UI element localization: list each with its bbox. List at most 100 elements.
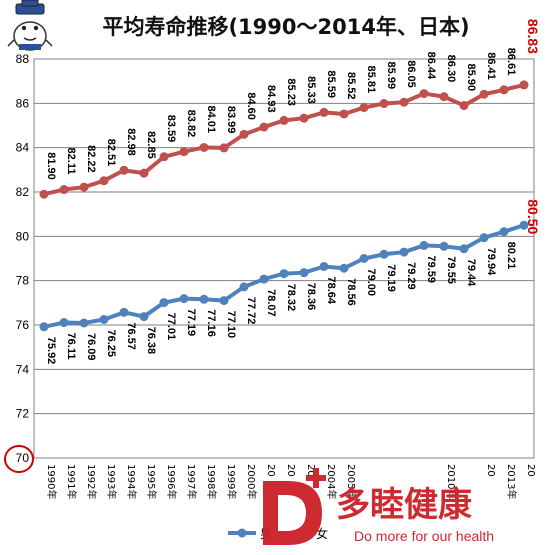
x-tick-label: 20 bbox=[265, 464, 276, 477]
data-point bbox=[359, 103, 369, 113]
data-point bbox=[279, 269, 289, 279]
x-tick-label: 20 bbox=[305, 464, 316, 477]
data-point bbox=[119, 307, 129, 317]
plot-area-border bbox=[33, 58, 535, 459]
data-point bbox=[279, 115, 289, 125]
data-point bbox=[259, 122, 269, 132]
x-tick-label: 1993年 bbox=[105, 464, 118, 499]
data-label: 84.01 bbox=[205, 105, 217, 133]
data-point bbox=[319, 107, 329, 117]
data-point bbox=[419, 240, 429, 250]
legend-male-marker bbox=[237, 528, 247, 538]
data-point bbox=[99, 176, 109, 186]
watermark-logo: 多睦健康 Do more for our health bbox=[263, 468, 494, 545]
data-point bbox=[399, 247, 409, 257]
data-point bbox=[199, 142, 209, 152]
x-tick-label: 1996年 bbox=[165, 464, 178, 499]
data-point bbox=[479, 89, 489, 99]
data-point bbox=[39, 322, 49, 332]
y-tick-label: 84 bbox=[16, 141, 30, 155]
data-label: 77.01 bbox=[165, 313, 177, 341]
data-label: 83.59 bbox=[165, 115, 177, 143]
x-tick-label: 2005年 bbox=[345, 464, 358, 499]
data-label: 86.05 bbox=[405, 60, 417, 88]
data-label: 86.44 bbox=[425, 52, 437, 80]
data-label: 78.07 bbox=[265, 289, 277, 317]
data-point bbox=[319, 261, 329, 271]
data-point bbox=[219, 296, 229, 306]
x-tick-label: 1999年 bbox=[225, 464, 238, 499]
y-tick-label: 82 bbox=[16, 185, 30, 199]
data-label: 77.72 bbox=[245, 297, 257, 325]
x-tick-label: 1990年 bbox=[45, 464, 58, 499]
x-tick-label: 2010年 bbox=[445, 464, 458, 499]
data-label: 82.51 bbox=[105, 139, 117, 167]
watermark-tagline: Do more for our health bbox=[354, 528, 494, 544]
data-label: 79.19 bbox=[385, 264, 397, 292]
data-point bbox=[519, 80, 529, 90]
x-tick-label: 1997年 bbox=[185, 464, 198, 499]
x-tick-label: 1994年 bbox=[125, 464, 138, 499]
data-label: 85.23 bbox=[285, 78, 297, 106]
data-label: 85.90 bbox=[465, 64, 477, 92]
data-point bbox=[419, 89, 429, 99]
data-point bbox=[479, 233, 489, 243]
chart-title: 平均寿命推移(1990～2014年、日本) bbox=[102, 15, 469, 39]
data-label: 82.11 bbox=[65, 148, 77, 175]
data-label: 86.41 bbox=[485, 52, 497, 80]
data-label: 86.30 bbox=[445, 55, 457, 83]
data-label: 82.22 bbox=[85, 145, 97, 173]
y-tick-label: 74 bbox=[16, 362, 30, 376]
data-label: 86.61 bbox=[505, 48, 517, 76]
data-point bbox=[459, 244, 469, 254]
data-label: 79.29 bbox=[405, 262, 417, 290]
data-label: 79.00 bbox=[365, 269, 377, 297]
data-label: 84.93 bbox=[265, 85, 277, 113]
data-point bbox=[179, 147, 189, 157]
y-axis-ticks: 70 72 74 76 78 80 82 84 86 88 bbox=[16, 52, 30, 465]
data-point bbox=[299, 268, 309, 278]
x-tick-label: 1995年 bbox=[145, 464, 158, 499]
data-point bbox=[379, 99, 389, 109]
data-point bbox=[499, 85, 509, 95]
gridlines bbox=[34, 102, 534, 415]
data-label: 85.52 bbox=[345, 72, 357, 100]
x-tick-label: 20 bbox=[485, 464, 496, 477]
data-point bbox=[339, 263, 349, 273]
data-label: 82.85 bbox=[145, 131, 157, 159]
data-point bbox=[299, 113, 309, 123]
y-tick-label: 78 bbox=[16, 274, 30, 288]
data-point bbox=[399, 97, 409, 107]
data-label: 81.90 bbox=[45, 152, 57, 180]
data-label: 80.50 bbox=[525, 199, 541, 234]
d-plus-logo-icon bbox=[263, 468, 326, 545]
data-label: 86.83 bbox=[525, 19, 541, 54]
y-tick-label: 70 bbox=[16, 451, 30, 465]
data-label: 78.32 bbox=[285, 284, 297, 312]
data-label: 77.16 bbox=[205, 309, 217, 337]
x-tick-label: 20 bbox=[285, 464, 296, 477]
data-point bbox=[239, 129, 249, 139]
data-point bbox=[499, 227, 509, 237]
data-point bbox=[179, 294, 189, 304]
legend-female-label: 女 bbox=[316, 526, 328, 541]
data-label: 82.98 bbox=[125, 128, 137, 156]
data-point bbox=[239, 282, 249, 292]
data-point bbox=[59, 185, 69, 195]
data-label: 75.92 bbox=[45, 337, 57, 365]
x-tick-label: 2000年 bbox=[245, 464, 258, 499]
data-point bbox=[159, 152, 169, 162]
data-point bbox=[39, 189, 49, 199]
data-point bbox=[99, 314, 109, 324]
data-label: 83.82 bbox=[185, 110, 197, 138]
data-point bbox=[79, 318, 89, 328]
x-tick-label: 1992年 bbox=[85, 464, 98, 499]
data-label: 85.99 bbox=[385, 62, 397, 90]
data-label: 85.59 bbox=[325, 70, 337, 98]
data-label: 80.21 bbox=[505, 242, 517, 270]
data-label: 78.56 bbox=[345, 278, 357, 306]
data-point bbox=[359, 254, 369, 263]
data-label: 84.60 bbox=[245, 92, 257, 120]
x-tick-label: 1998年 bbox=[205, 464, 218, 499]
